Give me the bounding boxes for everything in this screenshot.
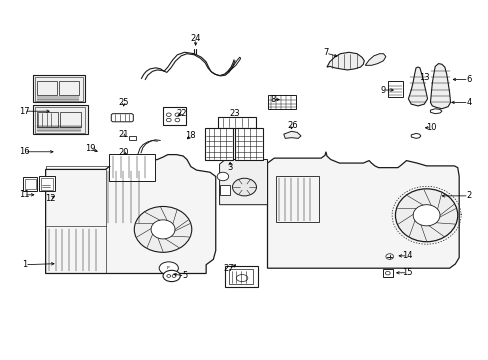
Text: 5: 5 (182, 271, 187, 280)
Text: 10: 10 (425, 123, 436, 132)
Ellipse shape (175, 118, 180, 122)
Ellipse shape (175, 113, 180, 117)
Text: 24: 24 (190, 34, 201, 43)
Bar (40, 176, 55, 191)
Ellipse shape (217, 172, 228, 181)
Text: 15: 15 (401, 268, 412, 277)
Polygon shape (429, 64, 449, 109)
Text: 17: 17 (19, 107, 29, 116)
Bar (163, 107, 185, 125)
Bar (205, 128, 232, 159)
Text: 23: 23 (229, 109, 240, 118)
Text: 7: 7 (323, 49, 328, 58)
Text: 2: 2 (465, 192, 470, 201)
Bar (267, 95, 296, 109)
Text: 8: 8 (270, 95, 275, 104)
Ellipse shape (232, 178, 256, 196)
Bar (109, 154, 155, 181)
Bar (275, 176, 318, 222)
Bar (41, 178, 53, 190)
Text: 11: 11 (19, 190, 29, 199)
Text: 18: 18 (185, 131, 196, 140)
Text: 21: 21 (118, 130, 128, 139)
Polygon shape (326, 52, 364, 70)
Bar (37, 112, 58, 127)
Polygon shape (283, 131, 301, 138)
Bar (218, 117, 256, 128)
Text: 14: 14 (401, 251, 412, 260)
Bar (59, 81, 79, 95)
Ellipse shape (151, 220, 175, 239)
Ellipse shape (166, 275, 170, 277)
Bar (387, 81, 402, 97)
Text: 26: 26 (286, 121, 297, 130)
Ellipse shape (412, 205, 439, 226)
Bar (35, 107, 85, 133)
Bar (225, 266, 257, 287)
Bar (24, 179, 36, 189)
Text: 9: 9 (380, 86, 386, 95)
Bar (382, 269, 392, 277)
Bar (33, 75, 85, 102)
Bar (23, 177, 38, 190)
Text: 6: 6 (465, 75, 470, 84)
Bar (37, 81, 57, 95)
Ellipse shape (385, 271, 389, 275)
Polygon shape (365, 54, 385, 66)
Text: 19: 19 (85, 144, 95, 153)
Text: 13: 13 (418, 73, 428, 82)
Polygon shape (45, 154, 215, 274)
Text: 12: 12 (44, 194, 55, 203)
Bar (234, 128, 262, 159)
Bar (61, 112, 81, 127)
Text: 25: 25 (118, 98, 129, 107)
Polygon shape (111, 114, 133, 122)
Text: 20: 20 (118, 148, 129, 157)
Text: IP: IP (166, 266, 170, 270)
Polygon shape (407, 67, 427, 106)
Polygon shape (267, 152, 458, 268)
Ellipse shape (166, 118, 171, 122)
Bar (35, 77, 83, 101)
Text: 4: 4 (465, 98, 470, 107)
Bar (219, 185, 230, 195)
Text: 22: 22 (176, 109, 186, 118)
Ellipse shape (395, 189, 457, 242)
Ellipse shape (166, 113, 171, 117)
Text: 16: 16 (19, 147, 29, 156)
Bar (33, 105, 88, 134)
Polygon shape (429, 109, 441, 114)
Bar (229, 269, 253, 284)
Polygon shape (219, 159, 267, 205)
Ellipse shape (163, 270, 180, 282)
Ellipse shape (159, 262, 178, 275)
Text: 27: 27 (224, 264, 234, 273)
Polygon shape (410, 134, 420, 138)
Ellipse shape (172, 275, 176, 277)
Bar (129, 136, 136, 140)
Text: 1: 1 (22, 260, 28, 269)
Ellipse shape (134, 207, 191, 252)
Text: 3: 3 (227, 163, 232, 172)
